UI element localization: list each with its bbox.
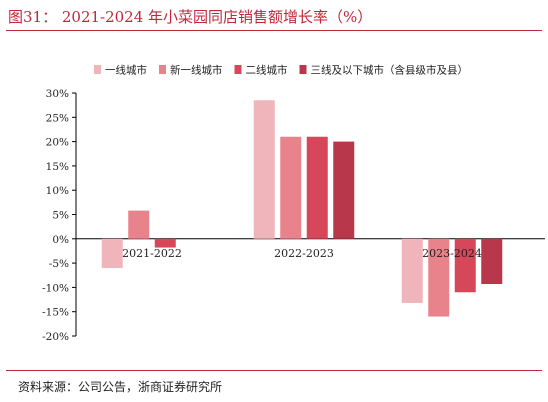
bar-2021-2022-s3 [154,238,176,248]
bar-2023-2024-s3 [454,238,476,293]
legend-swatch-2 [159,65,166,74]
x-category-label: 2021-2022 [122,247,182,260]
y-tick-label: -10% [42,282,69,294]
bar-2022-2023-s1 [253,100,275,239]
bar-2021-2022-s1 [101,238,123,268]
legend-label-1: 一线城市 [105,64,147,77]
y-tick-label: -5% [49,258,69,270]
bar-2023-2024-s2 [428,238,450,317]
y-tick-label: 20% [46,137,69,149]
x-category-label: 2022-2023 [274,247,334,260]
source-note: 资料来源：公司公告，浙商证券研究所 [18,380,223,394]
legend-swatch-3 [234,65,242,74]
x-category-label: 2023-2024 [422,247,482,260]
page-title: 图31： 2021-2024 年小菜园同店销售额增长率（%） [8,8,373,26]
legend-label-4: 三线及以下城市（含县级市及县） [311,64,469,77]
bar-2022-2023-s4 [333,141,355,239]
y-tick-label: 15% [46,161,69,173]
bar-2022-2023-s2 [280,136,302,239]
chart: 一线城市 新一线城市 二线城市 三线及以下城市（含县级市及县） -20% -15% -10… [42,64,545,343]
y-tick-label: -15% [42,307,69,319]
source-rule [6,370,542,371]
legend-swatch-4 [299,65,307,74]
bar-2023-2024-s4 [481,238,503,284]
y-tick-label: -20% [42,331,69,343]
legend: 一线城市 新一线城市 二线城市 三线及以下城市（含县级市及县） [94,64,468,77]
bar-2023-2024-s1 [401,238,423,303]
y-axis: -20% -15% -10% -5% 0% 5% 10% 15% 20% 25% 30% [42,88,545,343]
y-tick-label: 0% [52,234,69,246]
legend-label-3: 二线城市 [246,64,288,77]
y-tick-label: 10% [46,185,69,197]
bar-2022-2023-s3 [306,136,328,239]
title-rule [6,30,542,31]
bar-2021-2022-s2 [128,210,150,239]
x-axis-labels: 2021-2022 2022-2023 2023-2024 [122,247,482,260]
y-tick-label: 25% [46,112,69,124]
legend-label-2: 新一线城市 [170,64,223,77]
bars [101,100,503,317]
y-tick-label: 30% [46,88,69,100]
legend-swatch-1 [94,65,101,74]
y-tick-label: 5% [52,210,69,222]
